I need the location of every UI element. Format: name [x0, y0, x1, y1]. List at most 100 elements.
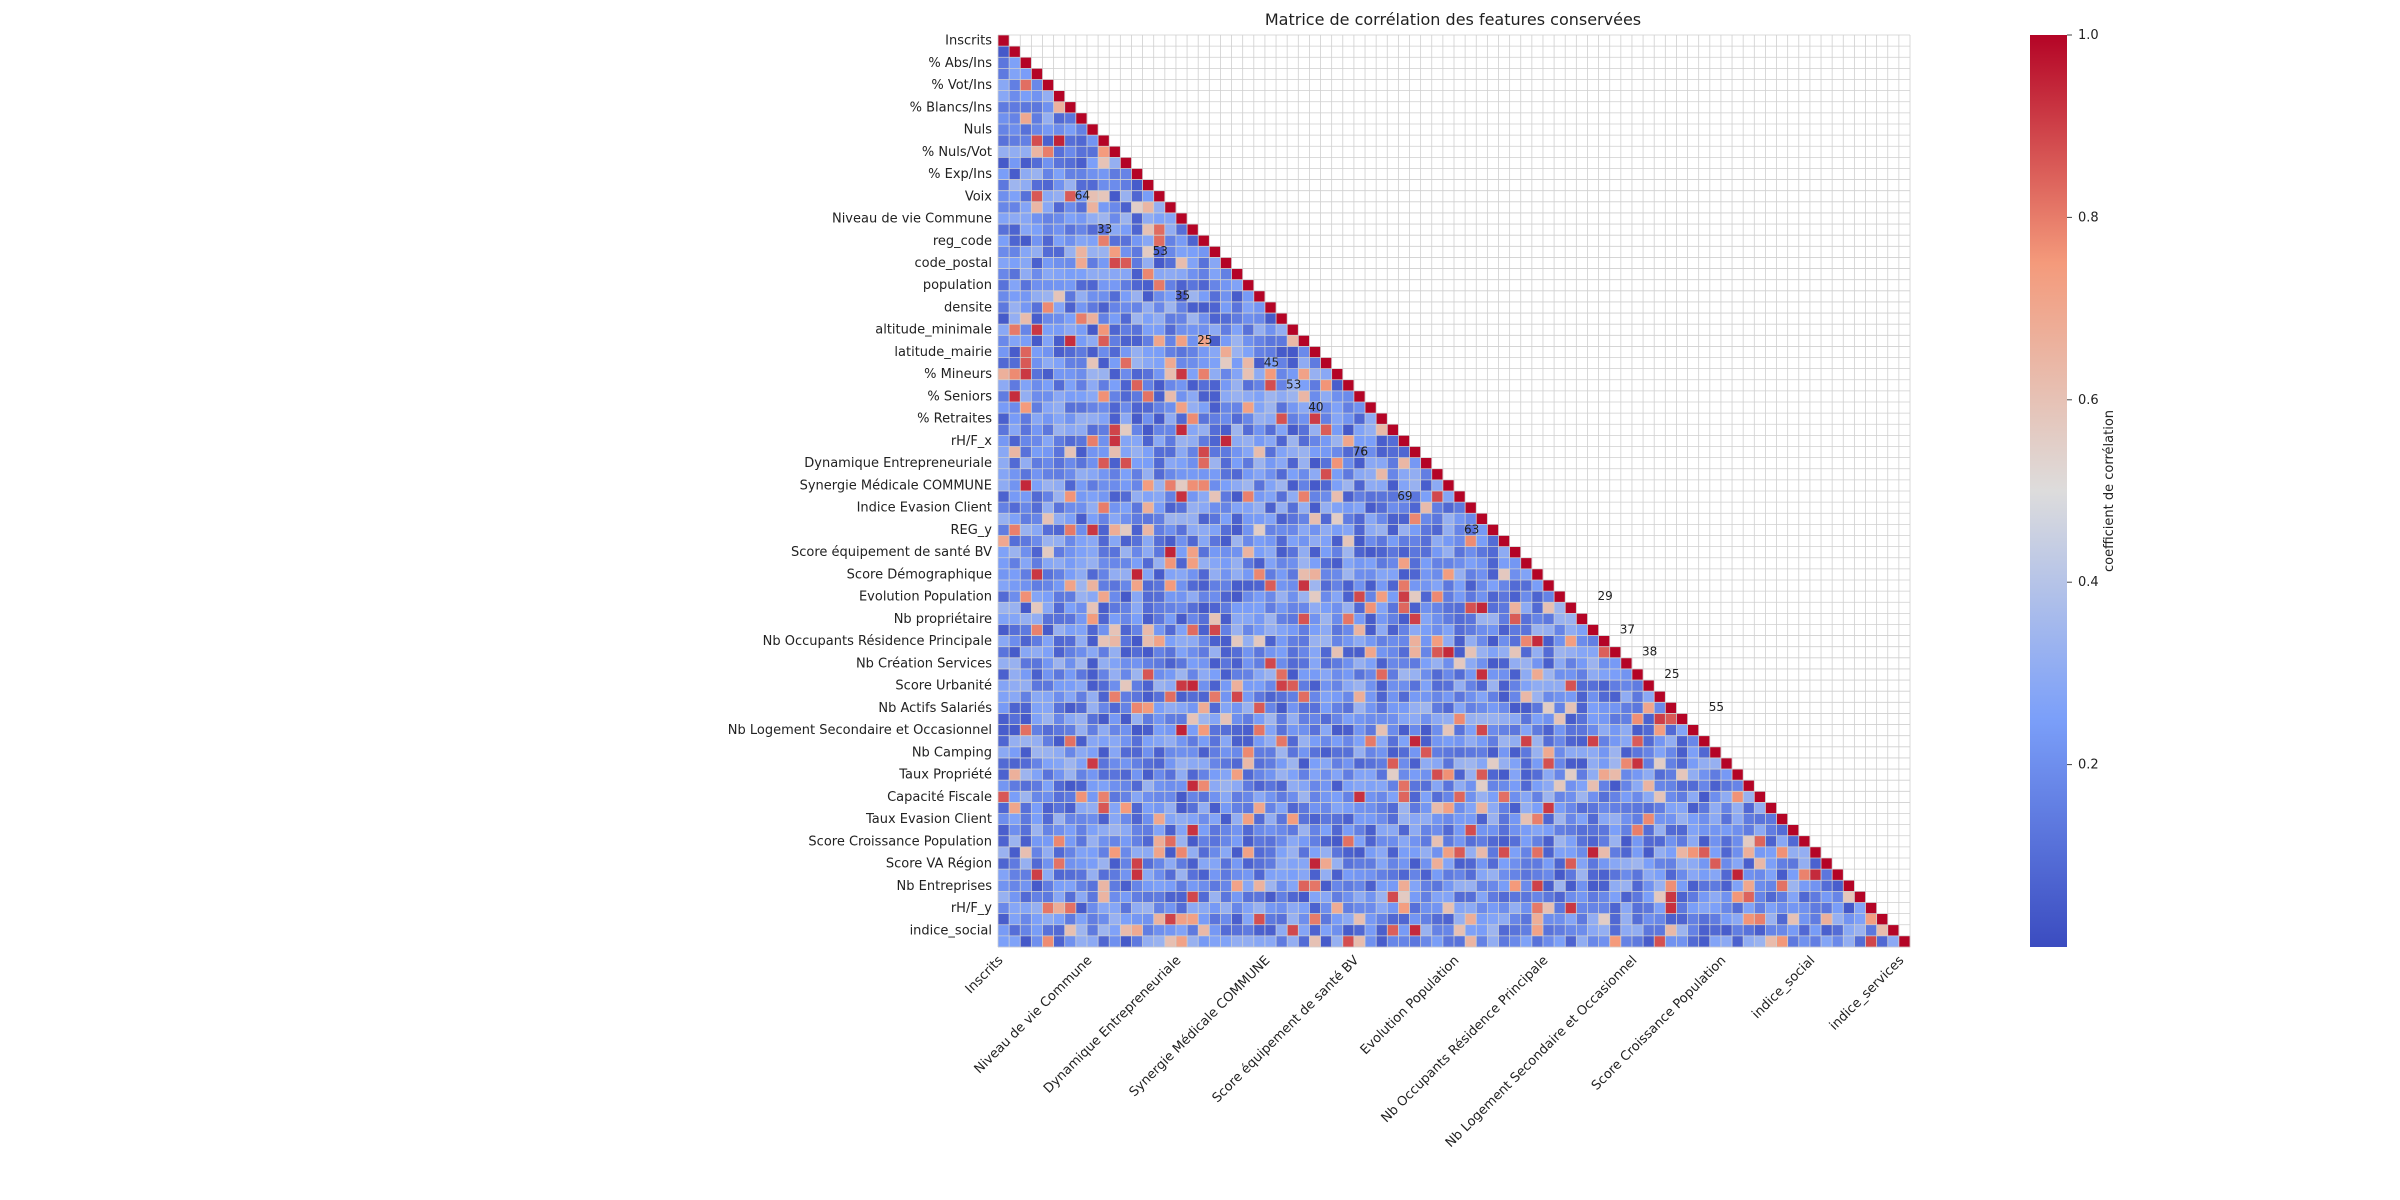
heatmap-cell: [1120, 468, 1132, 481]
y-tick-label: Indice Evasion Client: [857, 501, 992, 516]
heatmap-cell: [1264, 613, 1277, 625]
heatmap-cell: [1465, 802, 1477, 814]
heatmap-cell: [1175, 579, 1188, 592]
heatmap-cell: [998, 457, 1010, 469]
heatmap-cell: [1576, 913, 1588, 925]
heatmap-cell: [1220, 835, 1232, 848]
heatmap-cell: [998, 402, 1010, 414]
heatmap-cell: [1698, 891, 1711, 903]
heatmap-cell: [1398, 935, 1410, 948]
heatmap-cell: [1442, 613, 1455, 625]
heatmap-cell: [1153, 680, 1166, 692]
heatmap-cell: [1376, 746, 1388, 759]
heatmap-cell: [1654, 735, 1666, 748]
heatmap-cell: [1476, 657, 1488, 670]
heatmap-cell: [1376, 513, 1388, 525]
heatmap-cell: [1042, 235, 1054, 247]
heatmap-cell: [1720, 858, 1733, 870]
heatmap-cell: [1454, 846, 1466, 859]
heatmap-cell: [1153, 279, 1166, 292]
heatmap-cell: [1109, 635, 1121, 647]
heatmap-cell: [1153, 346, 1166, 358]
heatmap-cell: [1276, 413, 1288, 425]
heatmap-cell: [1520, 769, 1533, 781]
heatmap-cell: [1175, 535, 1188, 547]
heatmap-cell: [1031, 313, 1043, 325]
heatmap-cell: [1064, 657, 1077, 670]
heatmap-cell: [1798, 902, 1811, 914]
heatmap-cell: [1253, 568, 1266, 581]
heatmap-cell: [1253, 468, 1266, 481]
heatmap-cell: [1398, 891, 1410, 903]
heatmap-cell: [1676, 724, 1688, 736]
heatmap-cell: [1164, 246, 1177, 258]
heatmap-cell: [1086, 735, 1099, 748]
heatmap-cell: [1209, 713, 1221, 725]
heatmap-cell: [1175, 724, 1188, 736]
heatmap-cell: [1320, 735, 1332, 748]
heatmap-cell: [1431, 468, 1444, 481]
heatmap-cell: [1476, 780, 1488, 792]
heatmap-cell: [1331, 546, 1343, 558]
heatmap-cell: [1042, 123, 1054, 136]
heatmap-cell: [1431, 657, 1444, 670]
heatmap-cell: [998, 35, 1010, 47]
heatmap-cell: [1220, 346, 1232, 358]
heatmap-cell: [1353, 602, 1366, 614]
heatmap-cell: [1320, 924, 1332, 937]
heatmap-cell: [1365, 402, 1377, 414]
heatmap-cell: [1175, 468, 1188, 481]
heatmap-cell: [1053, 769, 1065, 781]
heatmap-cell: [1353, 402, 1366, 414]
heatmap-cell: [1498, 769, 1510, 781]
heatmap-cell: [1576, 891, 1588, 903]
heatmap-cell: [1276, 591, 1288, 603]
heatmap-cell: [1498, 680, 1510, 692]
heatmap-cell: [1264, 435, 1277, 447]
heatmap-cell: [1398, 668, 1410, 681]
heatmap-cell: [1531, 568, 1544, 581]
heatmap-cell: [1376, 435, 1388, 447]
heatmap-cell: [1075, 157, 1088, 169]
heatmap-cell: [1175, 268, 1188, 280]
heatmap-cell: [1187, 546, 1199, 558]
heatmap-cell: [1442, 579, 1455, 592]
heatmap-cell: [1765, 935, 1777, 948]
heatmap-cell: [1631, 668, 1644, 681]
heatmap-cell: [1387, 880, 1399, 892]
heatmap-cell: [1042, 535, 1054, 547]
heatmap-cell: [1198, 568, 1210, 581]
heatmap-cell: [1064, 591, 1077, 603]
heatmap-cell: [1242, 402, 1255, 414]
heatmap-cell: [1098, 212, 1110, 225]
heatmap-cell: [1164, 390, 1177, 403]
heatmap-cell: [1175, 791, 1188, 803]
heatmap-cell: [1198, 413, 1210, 425]
heatmap-cell: [1264, 491, 1277, 503]
heatmap-cell: [1353, 869, 1366, 881]
heatmap-cell: [1598, 746, 1610, 759]
heatmap-cell: [1398, 468, 1410, 481]
heatmap-cell: [1298, 502, 1310, 514]
heatmap-cell: [1009, 468, 1021, 481]
y-tick-label: % Blancs/Ins: [910, 100, 993, 115]
heatmap-cell: [1287, 613, 1299, 625]
heatmap-cell: [1020, 713, 1032, 725]
heatmap-cell: [1353, 446, 1366, 458]
heatmap-cell: [1531, 735, 1544, 748]
heatmap-cell: [1476, 513, 1488, 525]
heatmap-cell: [1609, 724, 1622, 736]
heatmap-cell: [1309, 869, 1321, 881]
heatmap-cell: [1198, 791, 1210, 803]
heatmap-cell: [1365, 479, 1377, 492]
heatmap-cell: [1198, 424, 1210, 436]
heatmap-cell: [1209, 891, 1221, 903]
heatmap-cell: [1053, 880, 1065, 892]
heatmap-cell: [1131, 835, 1143, 848]
heatmap-cell: [1064, 301, 1077, 314]
heatmap-cell: [1009, 357, 1021, 369]
heatmap-cell: [1442, 891, 1455, 903]
heatmap-cell: [1398, 435, 1410, 447]
heatmap-cell: [1042, 157, 1054, 169]
heatmap-cell: [1031, 79, 1043, 91]
